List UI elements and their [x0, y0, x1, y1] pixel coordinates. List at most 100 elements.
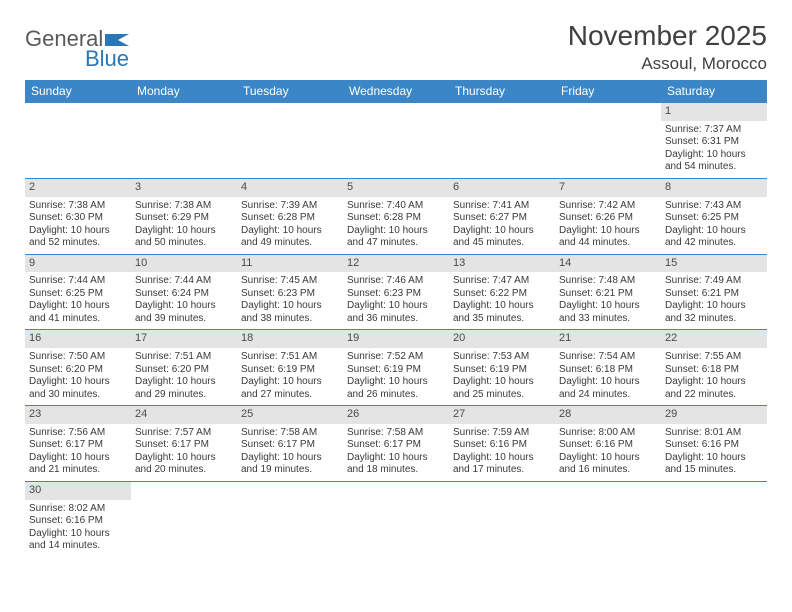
- sunrise-line: Sunrise: 7:41 AM: [453, 200, 551, 213]
- day-cell: 5Sunrise: 7:40 AMSunset: 6:28 PMDaylight…: [343, 179, 449, 254]
- day-number: 9: [25, 255, 131, 273]
- week-row: 30Sunrise: 8:02 AMSunset: 6:16 PMDayligh…: [25, 482, 767, 557]
- day-details: Sunrise: 7:40 AMSunset: 6:28 PMDaylight:…: [343, 197, 449, 254]
- sunset-line: Sunset: 6:23 PM: [241, 288, 339, 301]
- week-row: ......1Sunrise: 7:37 AMSunset: 6:31 PMDa…: [25, 103, 767, 179]
- daylight-line: Daylight: 10 hours and 41 minutes.: [29, 300, 127, 325]
- empty-cell: .: [131, 103, 237, 178]
- sunset-line: Sunset: 6:16 PM: [559, 439, 657, 452]
- sunrise-line: Sunrise: 7:51 AM: [135, 351, 233, 364]
- day-details: Sunrise: 7:39 AMSunset: 6:28 PMDaylight:…: [237, 197, 343, 254]
- daylight-line: Daylight: 10 hours and 24 minutes.: [559, 376, 657, 401]
- sunset-line: Sunset: 6:16 PM: [29, 515, 127, 528]
- daylight-line: Daylight: 10 hours and 14 minutes.: [29, 528, 127, 553]
- day-cell: 25Sunrise: 7:58 AMSunset: 6:17 PMDayligh…: [237, 406, 343, 481]
- day-number: 11: [237, 255, 343, 273]
- day-number: 7: [555, 179, 661, 197]
- sunset-line: Sunset: 6:17 PM: [347, 439, 445, 452]
- sunrise-line: Sunrise: 7:59 AM: [453, 427, 551, 440]
- day-details: Sunrise: 7:55 AMSunset: 6:18 PMDaylight:…: [661, 348, 767, 405]
- daylight-line: Daylight: 10 hours and 18 minutes.: [347, 452, 445, 477]
- sunrise-line: Sunrise: 7:49 AM: [665, 275, 763, 288]
- weekday-thursday: Thursday: [449, 80, 555, 103]
- sunrise-line: Sunrise: 7:50 AM: [29, 351, 127, 364]
- daylight-line: Daylight: 10 hours and 36 minutes.: [347, 300, 445, 325]
- sunrise-line: Sunrise: 7:44 AM: [29, 275, 127, 288]
- day-cell: 3Sunrise: 7:38 AMSunset: 6:29 PMDaylight…: [131, 179, 237, 254]
- sunset-line: Sunset: 6:28 PM: [241, 212, 339, 225]
- sunset-line: Sunset: 6:28 PM: [347, 212, 445, 225]
- daylight-line: Daylight: 10 hours and 32 minutes.: [665, 300, 763, 325]
- day-details: Sunrise: 7:50 AMSunset: 6:20 PMDaylight:…: [25, 348, 131, 405]
- day-cell: 12Sunrise: 7:46 AMSunset: 6:23 PMDayligh…: [343, 255, 449, 330]
- daylight-line: Daylight: 10 hours and 20 minutes.: [135, 452, 233, 477]
- empty-cell: .: [555, 103, 661, 178]
- day-cell: 23Sunrise: 7:56 AMSunset: 6:17 PMDayligh…: [25, 406, 131, 481]
- daylight-line: Daylight: 10 hours and 38 minutes.: [241, 300, 339, 325]
- daylight-line: Daylight: 10 hours and 33 minutes.: [559, 300, 657, 325]
- empty-cell: .: [449, 103, 555, 178]
- day-details: Sunrise: 7:43 AMSunset: 6:25 PMDaylight:…: [661, 197, 767, 254]
- sunset-line: Sunset: 6:16 PM: [453, 439, 551, 452]
- day-cell: 28Sunrise: 8:00 AMSunset: 6:16 PMDayligh…: [555, 406, 661, 481]
- day-details: Sunrise: 7:38 AMSunset: 6:29 PMDaylight:…: [131, 197, 237, 254]
- day-number: 13: [449, 255, 555, 273]
- empty-cell: .: [661, 482, 767, 557]
- sunset-line: Sunset: 6:21 PM: [559, 288, 657, 301]
- sunrise-line: Sunrise: 7:40 AM: [347, 200, 445, 213]
- day-details: Sunrise: 7:45 AMSunset: 6:23 PMDaylight:…: [237, 272, 343, 329]
- sunset-line: Sunset: 6:18 PM: [665, 364, 763, 377]
- calendar: SundayMondayTuesdayWednesdayThursdayFrid…: [25, 80, 767, 557]
- day-details: Sunrise: 7:59 AMSunset: 6:16 PMDaylight:…: [449, 424, 555, 481]
- sunset-line: Sunset: 6:19 PM: [453, 364, 551, 377]
- sunset-line: Sunset: 6:17 PM: [29, 439, 127, 452]
- day-number: 20: [449, 330, 555, 348]
- weekday-tuesday: Tuesday: [237, 80, 343, 103]
- sunrise-line: Sunrise: 7:39 AM: [241, 200, 339, 213]
- daylight-line: Daylight: 10 hours and 26 minutes.: [347, 376, 445, 401]
- sunrise-line: Sunrise: 7:48 AM: [559, 275, 657, 288]
- day-number: 19: [343, 330, 449, 348]
- day-details: Sunrise: 7:53 AMSunset: 6:19 PMDaylight:…: [449, 348, 555, 405]
- sunrise-line: Sunrise: 7:54 AM: [559, 351, 657, 364]
- calendar-body: ......1Sunrise: 7:37 AMSunset: 6:31 PMDa…: [25, 103, 767, 557]
- sunset-line: Sunset: 6:22 PM: [453, 288, 551, 301]
- sunrise-line: Sunrise: 8:01 AM: [665, 427, 763, 440]
- sunset-line: Sunset: 6:30 PM: [29, 212, 127, 225]
- daylight-line: Daylight: 10 hours and 22 minutes.: [665, 376, 763, 401]
- day-details: Sunrise: 7:57 AMSunset: 6:17 PMDaylight:…: [131, 424, 237, 481]
- sunrise-line: Sunrise: 7:44 AM: [135, 275, 233, 288]
- daylight-line: Daylight: 10 hours and 44 minutes.: [559, 225, 657, 250]
- day-cell: 16Sunrise: 7:50 AMSunset: 6:20 PMDayligh…: [25, 330, 131, 405]
- day-details: Sunrise: 7:48 AMSunset: 6:21 PMDaylight:…: [555, 272, 661, 329]
- sunrise-line: Sunrise: 7:57 AM: [135, 427, 233, 440]
- day-cell: 1Sunrise: 7:37 AMSunset: 6:31 PMDaylight…: [661, 103, 767, 178]
- sunset-line: Sunset: 6:26 PM: [559, 212, 657, 225]
- day-cell: 10Sunrise: 7:44 AMSunset: 6:24 PMDayligh…: [131, 255, 237, 330]
- day-details: Sunrise: 7:47 AMSunset: 6:22 PMDaylight:…: [449, 272, 555, 329]
- day-details: Sunrise: 7:56 AMSunset: 6:17 PMDaylight:…: [25, 424, 131, 481]
- day-cell: 26Sunrise: 7:58 AMSunset: 6:17 PMDayligh…: [343, 406, 449, 481]
- day-cell: 22Sunrise: 7:55 AMSunset: 6:18 PMDayligh…: [661, 330, 767, 405]
- day-number: 2: [25, 179, 131, 197]
- day-cell: 9Sunrise: 7:44 AMSunset: 6:25 PMDaylight…: [25, 255, 131, 330]
- day-cell: 4Sunrise: 7:39 AMSunset: 6:28 PMDaylight…: [237, 179, 343, 254]
- sunset-line: Sunset: 6:27 PM: [453, 212, 551, 225]
- sunset-line: Sunset: 6:18 PM: [559, 364, 657, 377]
- day-cell: 6Sunrise: 7:41 AMSunset: 6:27 PMDaylight…: [449, 179, 555, 254]
- daylight-line: Daylight: 10 hours and 52 minutes.: [29, 225, 127, 250]
- day-number: 18: [237, 330, 343, 348]
- sunset-line: Sunset: 6:25 PM: [665, 212, 763, 225]
- week-row: 16Sunrise: 7:50 AMSunset: 6:20 PMDayligh…: [25, 330, 767, 406]
- page-title: November 2025: [568, 20, 767, 52]
- empty-cell: .: [237, 482, 343, 557]
- sunrise-line: Sunrise: 7:56 AM: [29, 427, 127, 440]
- sunset-line: Sunset: 6:19 PM: [241, 364, 339, 377]
- day-number: 21: [555, 330, 661, 348]
- header: GeneralBlue November 2025 Assoul, Morocc…: [25, 20, 767, 74]
- weekday-friday: Friday: [555, 80, 661, 103]
- day-number: 12: [343, 255, 449, 273]
- day-details: Sunrise: 7:44 AMSunset: 6:25 PMDaylight:…: [25, 272, 131, 329]
- day-cell: 19Sunrise: 7:52 AMSunset: 6:19 PMDayligh…: [343, 330, 449, 405]
- empty-cell: .: [25, 103, 131, 178]
